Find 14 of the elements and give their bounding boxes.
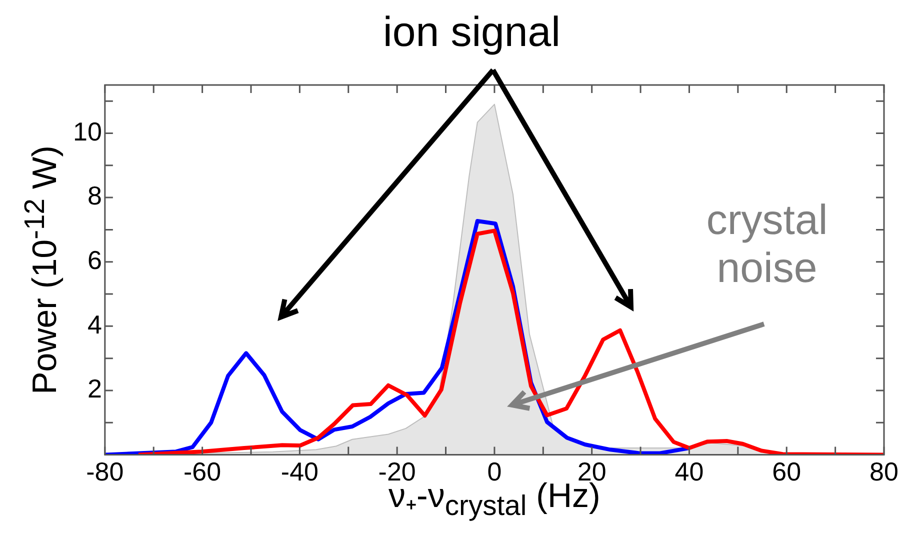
y-tick-label: 4 xyxy=(87,309,102,340)
x-tick-label: -40 xyxy=(280,456,318,487)
x-tick-label: -60 xyxy=(184,456,222,487)
annotation: crystal noise xyxy=(705,196,829,293)
y-tick-label: 2 xyxy=(87,374,102,404)
y-tick-label: 10 xyxy=(73,116,102,146)
x-tick-label: -80 xyxy=(86,456,124,487)
x-tick-label: 80 xyxy=(870,456,898,487)
text: ion signal xyxy=(383,8,560,56)
y-tick-label: 6 xyxy=(87,245,102,276)
y-tick-label: 8 xyxy=(87,180,102,211)
x-tick-label: 0 xyxy=(487,456,502,487)
x-tick-label: 40 xyxy=(674,456,704,487)
x-tick-label: 60 xyxy=(772,456,802,487)
